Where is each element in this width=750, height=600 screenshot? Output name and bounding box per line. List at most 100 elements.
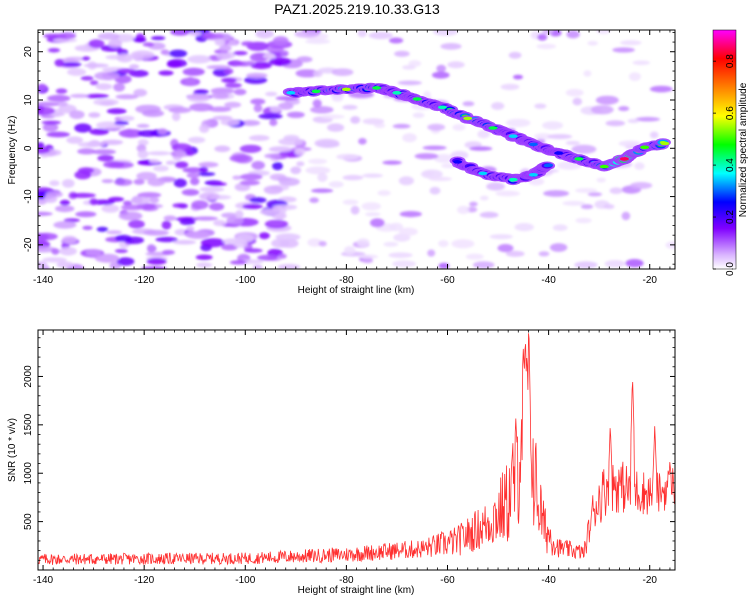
spectrogram-x-tick-label-6: -20 [642,275,657,286]
spectrogram-noise-blob [59,199,70,206]
spectrogram-noise-blob [271,238,290,248]
spectrogram-x-tick-label-4: -60 [440,275,455,286]
spectrogram-noise-blob [635,116,660,122]
spectrogram-noise-blob [575,188,598,193]
spectrogram-noise-blob [74,123,92,133]
spectrogram-noise-blob [542,121,564,130]
spectrogram-noise-blob [206,65,231,70]
spectrogram-noise-blob [101,179,114,184]
spectrogram-noise-blob [212,33,224,39]
spectrogram-noise-blob [566,30,580,39]
spectrogram-noise-blob [269,220,283,227]
spectrogram-noise-blob [438,262,450,269]
spectrogram-noise-blob [251,160,265,170]
spectrogram-noise-blob [428,176,452,182]
spectrogram-noise-blob [62,179,75,188]
spectrogram-noise-blob [174,149,185,157]
spectrogram-secondary-track-point-2 [508,177,518,182]
spectrogram-noise-blob [534,103,547,109]
spectrogram-noise-blob [280,50,289,57]
spectrogram-noise-blob [146,258,167,265]
spectrogram-y-label: Frequency (Hz) [7,116,18,185]
spectrogram-noise-blob [565,88,584,97]
spectrogram-noise-blob [250,61,272,70]
colorbar-tick-label-3: 0.6 [725,106,736,120]
spectrogram-noise-blob [399,227,418,236]
spectrogram-noise-blob [571,144,597,154]
spectrogram-noise-blob [327,123,345,132]
snr-series-line [38,333,675,566]
spectrogram-noise-blob [114,248,128,254]
snr-y-tick-label-0: 500 [23,513,34,530]
spectrogram-main-track-point-0 [286,91,296,95]
spectrogram-noise-blob [263,185,283,195]
spectrogram-noise-blob [549,243,568,252]
spectrogram-background-blobs [38,30,675,269]
spectrogram-noise-blob [216,52,231,60]
spectrogram-noise-blob [495,190,520,197]
spectrogram-noise-blob [242,203,263,210]
spectrogram-noise-blob [343,246,356,255]
spectrogram-noise-blob [174,161,189,169]
spectrogram-noise-blob [41,120,61,125]
spectrogram-noise-blob [82,225,93,230]
spectrogram-noise-blob [534,133,553,140]
spectrogram-noise-blob [447,61,465,69]
spectrogram-noise-blob [265,91,278,97]
spectrogram-noise-blob [452,124,466,131]
spectrogram-noise-blob [96,121,120,130]
spectrogram-noise-blob [93,98,119,106]
spectrogram-noise-blob [244,248,263,253]
spectrogram-noise-blob [565,140,581,146]
spectrogram-main-track-point-13 [599,164,609,169]
spectrogram-noise-blob [240,120,261,126]
spectrogram-noise-blob [336,153,359,160]
spectrogram-noise-blob [358,254,379,259]
spectrogram-noise-blob [147,177,166,187]
spectrogram-noise-blob [133,178,145,185]
spectrogram-noise-blob [62,235,77,245]
spectrogram-noise-blob [603,204,615,210]
spectrogram-noise-blob [513,74,523,80]
spectrogram-noise-blob [47,48,61,53]
spectrogram-noise-blob [472,261,495,269]
spectrogram-noise-blob [199,166,209,173]
snr-x-ticks: -140 -120 -100 -80 -60 -40 -20 [33,330,671,586]
spectrogram-noise-blob [429,186,441,195]
spectrogram-noise-blob [214,38,226,46]
spectrogram-noise-blob [552,224,568,231]
spectrogram-noise-blob [278,138,304,146]
spectrogram-noise-blob [505,118,531,128]
spectrogram-noise-blob [469,146,493,151]
spectrogram-noise-blob [58,104,77,114]
spectrogram-noise-blob [491,102,505,110]
spectrogram-noise-blob [357,30,367,38]
spectrogram-noise-blob [295,69,320,78]
spectrogram-noise-blob [433,30,458,36]
spectrogram-noise-blob [269,105,282,113]
spectrogram-noise-blob [136,123,150,128]
spectrogram-noise-blob [130,50,155,60]
spectrogram-noise-blob [587,192,603,197]
spectrogram-noise-blob [432,71,450,79]
spectrogram-main-track-point-6 [437,105,447,110]
spectrogram-noise-blob [114,120,129,126]
spectrogram-noise-blob [269,118,278,127]
spectrogram-noise-blob [60,62,82,67]
spectrogram-noise-blob [38,83,47,91]
spectrogram-noise-blob [137,192,162,198]
spectrogram-noise-blob [309,197,319,203]
spectrogram-noise-blob [276,176,292,182]
spectrogram-noise-blob [575,217,592,224]
spectrogram-noise-blob [275,233,301,241]
spectrogram-noise-blob [480,195,489,201]
colorbar-gradient [712,29,737,270]
spectrogram-noise-blob [272,162,283,171]
spectrogram-noise-blob [514,223,534,232]
spectrogram-noise-blob [618,106,630,112]
spectrogram-noise-blob [199,192,220,201]
spectrogram-noise-blob [294,148,306,156]
spectrogram-main-track-point-7 [463,116,473,121]
snr-y-tick-label-1: 1000 [23,462,34,485]
spectrogram-noise-blob [38,261,48,269]
